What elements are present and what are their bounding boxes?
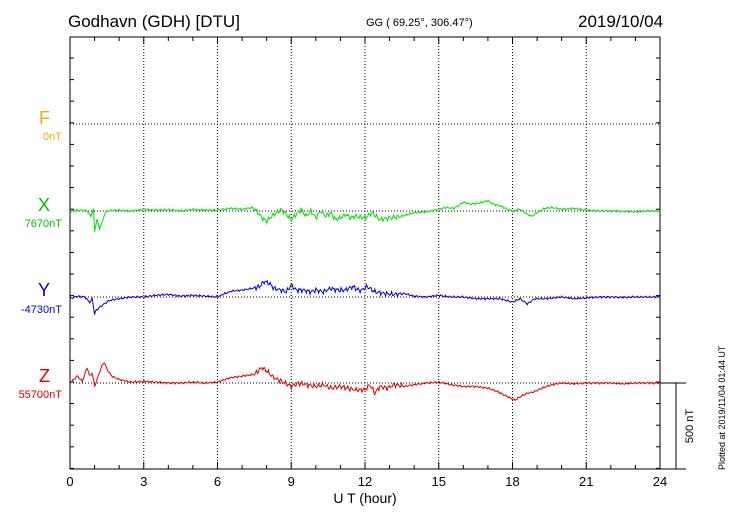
- series-label-x: X: [37, 195, 50, 215]
- series-label-f: F: [39, 108, 50, 128]
- x-tick-label: 21: [579, 474, 593, 489]
- x-tick-label: 24: [653, 474, 667, 489]
- x-tick-label: 0: [66, 474, 73, 489]
- baseline-label-y: -4730nT: [21, 304, 62, 316]
- x-tick-label: 3: [140, 474, 147, 489]
- baseline-label-z: 55700nT: [18, 389, 62, 401]
- series-line-x: [69, 199, 661, 232]
- series-label-z: Z: [39, 366, 50, 386]
- station-title: Godhavn (GDH) [DTU]: [68, 12, 240, 31]
- x-tick-label: 12: [358, 474, 372, 489]
- x-axis-label: U T (hour): [333, 490, 397, 506]
- x-tick-label: 9: [288, 474, 295, 489]
- station-coordinates: GG ( 69.25°, 306.47°): [366, 17, 473, 29]
- series-line-z: [69, 362, 661, 401]
- series-label-y: Y: [37, 280, 50, 300]
- x-tick-label: 6: [214, 474, 221, 489]
- plot-date: 2019/10/04: [578, 12, 664, 31]
- x-tick-label: 15: [432, 474, 446, 489]
- baseline-label-f: 0nT: [43, 131, 62, 143]
- plotted-timestamp: Plotted at 2019/11/04 01:44 UT: [717, 345, 727, 470]
- scale-bar-label: 500 nT: [684, 409, 696, 444]
- baseline-label-x: 7670nT: [24, 218, 62, 230]
- series-line-y: [69, 279, 661, 315]
- x-tick-label: 18: [505, 474, 519, 489]
